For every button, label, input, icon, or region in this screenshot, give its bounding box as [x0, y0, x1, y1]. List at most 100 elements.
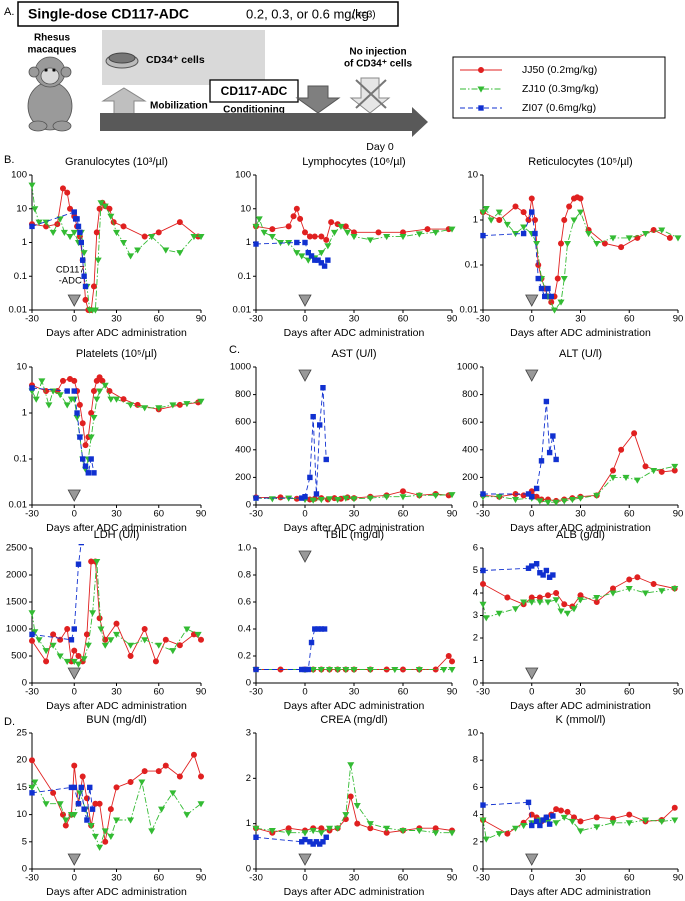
marker [448, 666, 456, 674]
adc-marker [298, 853, 312, 866]
marker [342, 223, 349, 230]
marker [375, 229, 382, 236]
marker [337, 223, 345, 230]
marker [593, 594, 601, 602]
marker [101, 828, 109, 835]
marker [71, 762, 78, 769]
marker [415, 231, 423, 238]
marker [81, 806, 87, 812]
marker [557, 608, 565, 615]
plot-area [252, 205, 456, 269]
marker [622, 474, 630, 482]
drug-box [209, 79, 299, 103]
marker [176, 219, 183, 226]
marker [94, 257, 102, 264]
marker [293, 250, 301, 257]
legend-label: JJ50 (0.2mg/kg) [522, 64, 597, 76]
y-tick-label: 8 [473, 755, 478, 766]
marker [93, 396, 101, 403]
marker [106, 205, 113, 212]
marker [585, 231, 593, 238]
x-tick-label: 60 [153, 509, 164, 520]
marker [101, 382, 109, 389]
x-tick-label: 30 [111, 509, 122, 520]
x-tick-label: -30 [249, 873, 263, 884]
marker [120, 396, 127, 403]
marker [82, 442, 89, 449]
mobilization-label: Mobilization [150, 101, 208, 112]
marker [83, 631, 90, 638]
chart-title: Granulocytes (10³/µl) [65, 156, 168, 168]
marker [671, 585, 679, 593]
marker [609, 467, 616, 474]
x-tick-label: 0 [529, 314, 534, 325]
marker [311, 233, 318, 240]
marker [80, 656, 88, 663]
marker [82, 283, 89, 290]
marker [553, 589, 560, 596]
marker [71, 784, 77, 791]
y-tick-label: 3 [246, 728, 251, 739]
y-tick-label: 6 [473, 782, 478, 793]
y-tick-label: 10 [16, 362, 27, 373]
marker [671, 463, 679, 470]
marker [317, 496, 325, 504]
x-tick-label: 60 [153, 873, 164, 884]
x-tick-label: 30 [575, 314, 586, 325]
marker [533, 241, 541, 248]
marker [285, 830, 293, 837]
marker [155, 405, 163, 412]
marker [29, 223, 35, 230]
marker [366, 821, 374, 828]
marker [31, 779, 39, 786]
x-tick-label: -30 [25, 873, 39, 884]
marker [520, 230, 527, 237]
marker [542, 293, 548, 300]
marker [609, 820, 617, 827]
marker [318, 260, 325, 266]
animal-label: Rhesus [34, 33, 71, 44]
adc-marker [298, 550, 312, 563]
y-tick-label: 5 [22, 836, 27, 847]
marker [325, 825, 334, 832]
x-tick-label: 90 [196, 873, 207, 884]
marker [197, 801, 205, 808]
marker [354, 820, 361, 827]
series-line [31, 544, 82, 641]
marker [432, 492, 440, 499]
marker [625, 820, 633, 827]
y-tick-label: 200 [235, 472, 251, 483]
marker [162, 762, 169, 769]
marker [495, 494, 503, 501]
plot-area [28, 751, 205, 851]
marker [78, 544, 84, 546]
marker [82, 463, 89, 469]
y-tick-label: 1000 [457, 362, 478, 373]
marker [564, 808, 571, 815]
marker [148, 828, 156, 835]
y-tick-label: 0 [22, 864, 27, 875]
marker [631, 430, 638, 437]
marker [101, 203, 109, 210]
y-tick-label: 10 [16, 809, 27, 820]
x-tick-label: 0 [72, 509, 77, 520]
marker [383, 825, 391, 832]
chart-title: CREA (mg/dl) [320, 714, 387, 726]
x-axis-label: Days after ADC administration [510, 327, 651, 339]
marker [127, 402, 135, 409]
marker [520, 492, 527, 499]
marker [96, 615, 103, 622]
y-tick-label: 0.6 [238, 597, 251, 608]
dose: 0.2, 0.3, or 0.6 mg/kg [246, 6, 369, 21]
plot-area [479, 561, 679, 622]
marker [536, 498, 544, 505]
marker [197, 398, 205, 405]
marker [593, 814, 600, 821]
marker [66, 234, 74, 241]
marker [432, 830, 440, 837]
marker [520, 599, 528, 606]
x-tick-label: 90 [196, 314, 207, 325]
marker [546, 449, 553, 456]
